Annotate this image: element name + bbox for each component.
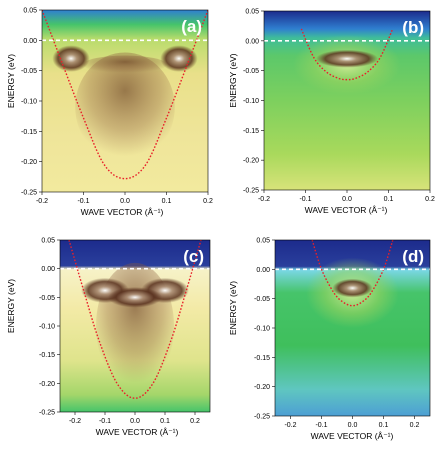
x-tick-label: -0.1 — [299, 196, 311, 203]
y-tick-label: -0.05 — [21, 68, 37, 75]
x-tick-label: 0.1 — [160, 418, 170, 425]
y-tick-label: -0.15 — [39, 352, 55, 359]
y-tick-label: -0.15 — [21, 129, 37, 136]
x-tick-label: 0.2 — [203, 198, 213, 205]
x-tick-label: 0.1 — [384, 196, 394, 203]
y-tick-label: 0.05 — [41, 238, 55, 245]
y-tick-label: 0.00 — [23, 38, 37, 45]
spectral-intensity-map — [264, 11, 430, 190]
y-tick-label: 0.00 — [41, 266, 55, 273]
x-tick-label: 0.0 — [120, 198, 130, 205]
panel-a: -0.2 -0.1 0.0 0.1 0.2 0.05 0.00 -0.05 -0.10 -0.15… — [6, 8, 213, 218]
y-tick-label: -0.20 — [243, 158, 259, 165]
x-tick-label: 0.2 — [410, 422, 420, 429]
x-tick-label: 0.1 — [379, 422, 389, 429]
x-tick-label: -0.1 — [99, 418, 111, 425]
y-tick-label: -0.10 — [243, 98, 259, 105]
x-tick-label: 0.2 — [425, 196, 435, 203]
y-tick-label: 0.00 — [256, 267, 270, 274]
y-axis-label: ENERGY (eV) — [228, 281, 238, 335]
y-tick-label: 0.05 — [23, 8, 37, 15]
x-axis-label: WAVE VECTOR (Å⁻¹) — [96, 427, 179, 437]
x-axis-label: WAVE VECTOR (Å⁻¹) — [305, 205, 388, 215]
x-tick-label: -0.1 — [77, 198, 89, 205]
y-tick-label: -0.05 — [243, 68, 259, 75]
x-tick-label: -0.2 — [258, 196, 270, 203]
panel-label: (b) — [402, 18, 424, 37]
x-axis-label: WAVE VECTOR (Å⁻¹) — [81, 207, 164, 217]
y-tick-label: 0.00 — [245, 38, 259, 45]
y-tick-label: -0.10 — [21, 99, 37, 106]
panel-label: (c) — [183, 247, 204, 266]
dispersion-fit-curve — [68, 240, 202, 399]
y-tick-label: -0.25 — [21, 190, 37, 197]
panel-b: -0.2 -0.1 0.0 0.1 0.2 0.05 0.00 -0.05 -0.10 -0.15… — [228, 9, 435, 216]
panel-label: (d) — [402, 247, 424, 266]
y-axis-label: ENERGY (eV) — [228, 53, 238, 107]
y-tick-label: -0.20 — [254, 384, 270, 391]
x-tick-label: 0.0 — [342, 196, 352, 203]
panel-label: (a) — [181, 17, 202, 36]
x-tick-label: 0.0 — [348, 422, 358, 429]
y-tick-label: -0.10 — [254, 326, 270, 333]
x-tick-label: 0.2 — [190, 418, 200, 425]
y-tick-label: -0.10 — [39, 324, 55, 331]
x-tick-label: -0.2 — [69, 418, 81, 425]
spectral-intensity-map — [60, 240, 210, 412]
y-tick-label: -0.20 — [21, 159, 37, 166]
y-tick-label: -0.25 — [254, 414, 270, 421]
dispersion-fit-curve — [42, 10, 208, 180]
y-tick-label: -0.15 — [243, 128, 259, 135]
x-tick-label: 0.0 — [130, 418, 140, 425]
x-tick-label: -0.2 — [284, 422, 296, 429]
y-tick-label: -0.15 — [254, 355, 270, 362]
y-tick-label: 0.05 — [245, 9, 259, 16]
y-tick-label: -0.25 — [39, 410, 55, 417]
x-tick-label: -0.1 — [315, 422, 327, 429]
y-tick-label: -0.05 — [254, 296, 270, 303]
panel-c: -0.2 -0.1 0.0 0.1 0.2 0.05 0.00 -0.05 -0.10 -0.15… — [6, 238, 211, 437]
y-axis-label: ENERGY (eV) — [6, 54, 16, 108]
x-tick-label: 0.1 — [162, 198, 172, 205]
spectral-intensity-map — [42, 10, 208, 192]
dispersion-fit-curve — [300, 28, 394, 81]
y-tick-label: -0.25 — [243, 188, 259, 195]
panel-d: -0.2 -0.1 0.0 0.1 0.2 0.05 0.00 -0.05 -0.10 -0.15… — [228, 238, 431, 441]
y-tick-label: 0.05 — [256, 238, 270, 245]
x-tick-label: -0.2 — [36, 198, 48, 205]
x-axis-label: WAVE VECTOR (Å⁻¹) — [311, 431, 394, 441]
y-axis-label: ENERGY (eV) — [6, 279, 16, 333]
y-tick-label: -0.05 — [39, 295, 55, 302]
y-tick-label: -0.20 — [39, 381, 55, 388]
spectral-intensity-map — [275, 240, 430, 416]
